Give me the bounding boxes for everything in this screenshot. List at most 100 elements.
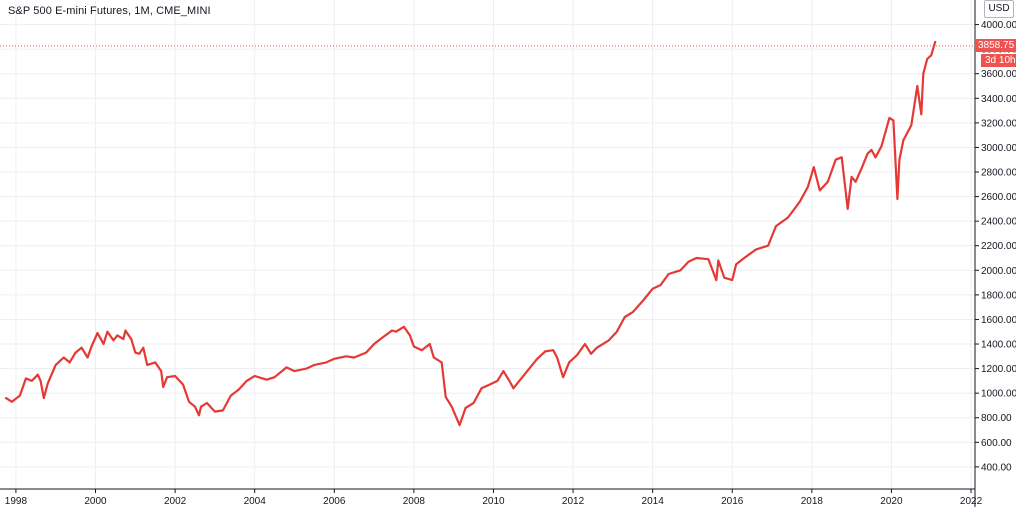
data-point	[695, 257, 698, 259]
data-point	[222, 409, 224, 412]
x-tick-label: 2004	[244, 496, 267, 507]
data-point	[544, 350, 546, 353]
data-point	[285, 366, 288, 369]
data-point	[154, 361, 156, 364]
data-point	[641, 300, 644, 302]
data-point	[902, 139, 905, 141]
data-point	[488, 383, 491, 386]
data-point	[743, 257, 745, 259]
data-point	[450, 405, 453, 408]
time-axis[interactable]: 1998 2000 2002 2004 2006 2008 2010 2012 2014 2016…	[5, 489, 983, 507]
data-point	[552, 349, 554, 352]
data-point	[512, 387, 515, 390]
y-tick-label: 600.00	[981, 438, 1012, 449]
data-point	[273, 376, 276, 379]
data-point	[206, 402, 208, 404]
data-point	[440, 361, 443, 364]
data-point	[767, 244, 769, 247]
y-tick-label: 400.00	[981, 462, 1012, 473]
data-point	[846, 208, 849, 210]
data-point	[576, 354, 578, 356]
data-point	[245, 380, 248, 382]
data-point	[313, 364, 316, 366]
x-tick-label: 2020	[880, 496, 903, 507]
data-point	[106, 330, 109, 333]
data-point	[480, 387, 483, 390]
data-point	[130, 338, 133, 340]
data-point	[54, 364, 57, 366]
data-point	[651, 287, 654, 290]
price-axis[interactable]: 400.00 600.00 800.00 1000.00 1200.00 1400.00 1…	[975, 20, 1016, 473]
y-tick-label: 1800.00	[981, 290, 1016, 301]
data-point	[910, 124, 913, 127]
data-point	[253, 375, 256, 377]
series-layer	[4, 40, 937, 427]
data-point	[616, 330, 618, 333]
data-point	[556, 356, 558, 359]
data-point	[265, 378, 268, 381]
data-point	[568, 361, 570, 364]
x-tick-label: 2018	[801, 496, 824, 507]
data-point	[596, 346, 598, 349]
data-point	[508, 380, 511, 382]
data-point	[122, 338, 125, 340]
data-point	[31, 380, 33, 382]
data-point	[888, 117, 891, 119]
data-point	[182, 383, 184, 386]
data-point	[632, 311, 634, 313]
data-point	[898, 158, 901, 161]
chart-title: S&P 500 E-mini Futures, 1M, CME_MINI	[8, 5, 211, 17]
data-point	[930, 54, 932, 57]
data-point	[502, 370, 505, 372]
data-point	[421, 349, 423, 352]
y-tick-label: 3000.00	[981, 143, 1016, 154]
last-price-label: 3858.75	[975, 39, 1016, 52]
data-point	[723, 276, 726, 279]
data-point	[860, 167, 863, 170]
x-tick-label: 2010	[482, 496, 505, 507]
data-point	[116, 334, 119, 337]
data-point	[755, 248, 757, 251]
data-point	[102, 343, 105, 345]
data-point	[920, 113, 923, 116]
data-point	[659, 284, 662, 286]
data-point	[536, 358, 538, 360]
data-point	[230, 394, 232, 397]
data-point	[74, 351, 77, 354]
y-tick-label: 2800.00	[981, 168, 1016, 179]
data-point	[799, 200, 801, 203]
x-tick-label: 2012	[562, 496, 585, 507]
data-point	[43, 397, 45, 399]
data-point	[238, 388, 240, 391]
x-tick-label: 2000	[84, 496, 107, 507]
y-tick-label: 800.00	[981, 413, 1012, 424]
y-tick-label: 4000.00	[981, 20, 1016, 31]
data-point	[807, 186, 809, 188]
currency-button[interactable]: USD	[984, 0, 1014, 18]
data-point	[866, 152, 869, 155]
data-point	[562, 376, 564, 379]
data-point	[413, 345, 415, 348]
data-point	[5, 397, 7, 399]
data-point	[472, 402, 475, 404]
x-tick-label: 2006	[323, 496, 346, 507]
x-tick-label: 2016	[721, 496, 744, 507]
data-point	[80, 346, 83, 349]
data-point	[353, 356, 356, 359]
data-point	[37, 373, 39, 376]
horizontal-gridlines	[0, 24, 975, 468]
data-point	[373, 343, 375, 345]
data-point	[403, 326, 405, 328]
data-point	[444, 396, 447, 398]
data-point	[464, 407, 467, 409]
data-point	[667, 273, 670, 275]
data-point	[174, 375, 176, 377]
data-point	[198, 414, 200, 417]
data-point	[19, 394, 21, 397]
data-point	[325, 361, 328, 364]
data-point	[934, 41, 936, 43]
data-point	[391, 329, 393, 332]
data-point	[870, 149, 873, 151]
data-point	[528, 367, 531, 370]
